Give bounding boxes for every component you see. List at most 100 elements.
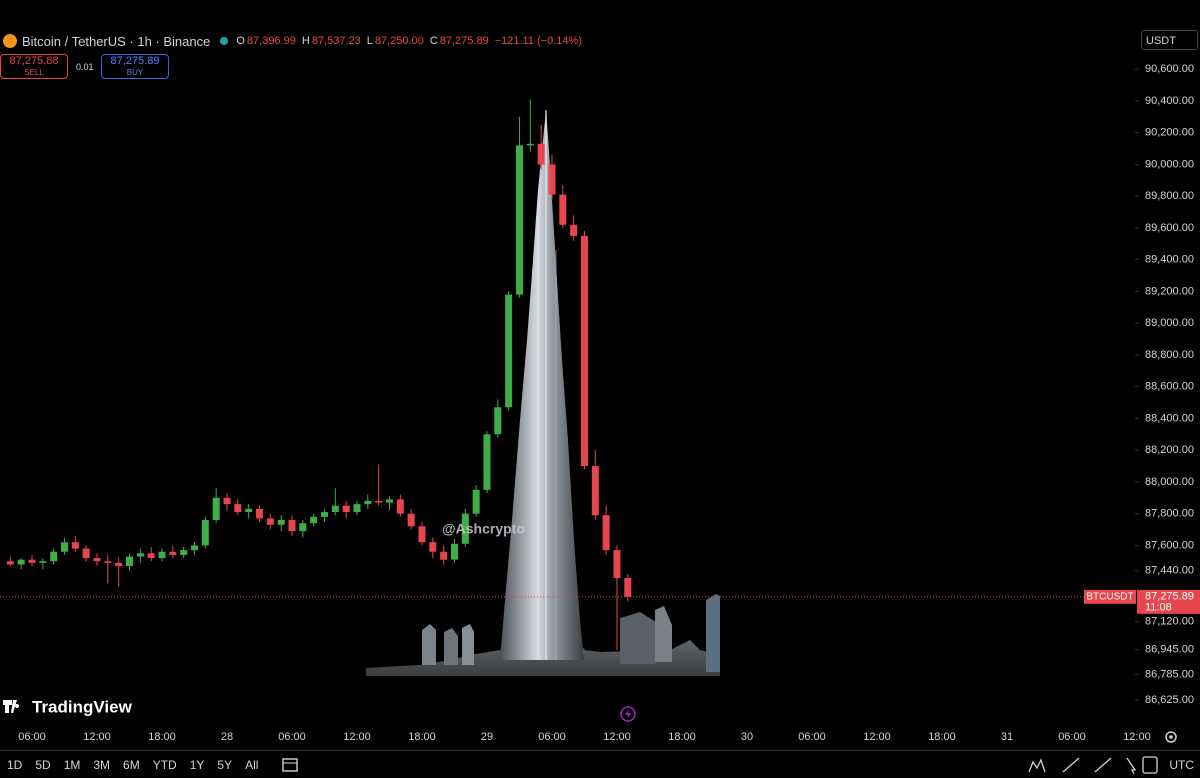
candle-body <box>6 561 14 565</box>
candle-body <box>591 466 599 516</box>
candle-body <box>104 561 112 563</box>
candle-body <box>169 551 177 555</box>
y-tick-label: 90,400.00 <box>1145 95 1194 107</box>
candle-body <box>190 545 198 551</box>
currency-label: USDT <box>1146 35 1176 47</box>
range-buttons: 1D 5D 1M 3M 6M YTD 1Y 5Y All <box>0 758 264 772</box>
candle-body <box>93 558 101 562</box>
x-tick-label: 12:00 <box>343 731 371 743</box>
candle-body <box>537 143 545 165</box>
bitcoin-icon <box>3 34 17 48</box>
candle-body <box>125 556 133 567</box>
candle-body <box>613 550 621 578</box>
currency-select[interactable]: USDT <box>1141 30 1198 50</box>
candle-body <box>288 520 296 532</box>
candle-body <box>17 559 25 565</box>
low-value: 87,250.00 <box>374 35 424 47</box>
candle-body <box>50 551 58 562</box>
candle-body <box>158 551 166 559</box>
watermark: @Ashcrypto <box>442 521 525 537</box>
candle-body <box>147 553 155 559</box>
candle-body <box>277 520 285 525</box>
candle-body <box>450 543 458 560</box>
close-label: C <box>429 35 438 47</box>
y-tick-label: 90,200.00 <box>1145 127 1194 139</box>
lightning-icon[interactable] <box>620 706 636 722</box>
candle-body <box>310 516 318 524</box>
countdown-label: 11:08 <box>1145 602 1172 614</box>
candle-body <box>39 561 47 563</box>
range-button[interactable]: YTD <box>152 758 177 772</box>
candle-body <box>212 497 220 520</box>
burj-khalifa-image <box>366 110 720 676</box>
timezone[interactable]: UTC <box>1169 758 1194 772</box>
price-tag <box>1137 589 1200 614</box>
y-tick-label: 87,440.00 <box>1145 565 1194 577</box>
sell-label: SELL <box>24 68 44 77</box>
y-tick-label: 87,800.00 <box>1145 508 1194 520</box>
candle-body <box>418 526 426 543</box>
y-tick-label: 88,400.00 <box>1145 412 1194 424</box>
buy-button[interactable]: 87,275.89 BUY <box>101 54 169 79</box>
range-button[interactable]: All <box>245 758 259 772</box>
symbol-name[interactable]: Bitcoin / TetherUS · 1h · Binance <box>22 33 211 49</box>
candle-body <box>82 548 90 559</box>
candle-body <box>234 504 242 513</box>
candle-body <box>28 559 36 563</box>
open-label: O <box>236 35 245 47</box>
symbol-tag-label: BTCUSDT <box>1086 591 1133 602</box>
change-value: −121.11 (−0.14%) <box>494 35 582 47</box>
candle-body <box>320 512 328 517</box>
range-button[interactable]: 1D <box>7 758 23 772</box>
candle-body <box>115 562 123 567</box>
sell-button[interactable]: 87,275.88 SELL <box>0 54 68 79</box>
candle-body <box>180 550 188 555</box>
candle-body <box>385 499 393 503</box>
range-button[interactable]: 5D <box>35 758 51 772</box>
bottom-toolbar: 1D 5D 1M 3M 6M YTD 1Y 5Y All UTC <box>0 750 1200 778</box>
x-tick-label: 28 <box>221 731 233 743</box>
market-status <box>220 37 229 45</box>
settings-icon[interactable] <box>1165 731 1177 743</box>
candle-body <box>342 505 350 513</box>
y-tick-label: 90,000.00 <box>1145 158 1194 170</box>
sell-price: 87,275.88 <box>9 55 59 67</box>
close-value: 87,275.89 <box>439 35 489 47</box>
y-tick-label: 89,400.00 <box>1145 254 1194 266</box>
candle-body <box>353 504 361 513</box>
y-tick-label: 89,200.00 <box>1145 285 1194 297</box>
date-range-icon[interactable] <box>280 756 300 774</box>
range-button[interactable]: 1Y <box>189 758 205 772</box>
candle-body <box>602 515 610 551</box>
range-button[interactable]: 3M <box>93 758 111 772</box>
range-button[interactable]: 5Y <box>217 758 233 772</box>
x-tick-label: 12:00 <box>1123 731 1151 743</box>
spread: 0.01 <box>76 62 94 72</box>
candle-body <box>494 407 502 435</box>
y-tick-label: 89,000.00 <box>1145 317 1194 329</box>
x-tick-label: 18:00 <box>148 731 176 743</box>
price-tag-label: 87,275.89 <box>1145 591 1194 603</box>
candle-body <box>407 513 415 527</box>
candle-body <box>331 505 339 513</box>
y-tick-label: 86,945.00 <box>1145 643 1194 655</box>
x-tick-label: 06:00 <box>278 731 306 743</box>
x-tick-label: 18:00 <box>408 731 436 743</box>
price-axis-panel <box>1135 0 1200 750</box>
high-value: 87,537.23 <box>311 35 361 47</box>
y-tick-label: 88,800.00 <box>1145 349 1194 361</box>
axis-layer: 90,600.00 90,400.00 90,200.00 90,000.00 89,8… <box>18 63 1200 743</box>
candle-body <box>223 497 231 505</box>
y-tick-label: 89,600.00 <box>1145 222 1194 234</box>
open-value: 87,396.99 <box>246 35 296 47</box>
logo-text: TradingView <box>32 697 133 716</box>
drawing-tools[interactable] <box>1009 754 1159 776</box>
x-tick-label: 30 <box>741 731 753 743</box>
symbol-tag <box>1084 589 1136 604</box>
range-button[interactable]: 1M <box>63 758 81 772</box>
range-button[interactable]: 6M <box>123 758 140 772</box>
x-tick-label: 12:00 <box>603 731 631 743</box>
candle-body <box>364 500 372 505</box>
